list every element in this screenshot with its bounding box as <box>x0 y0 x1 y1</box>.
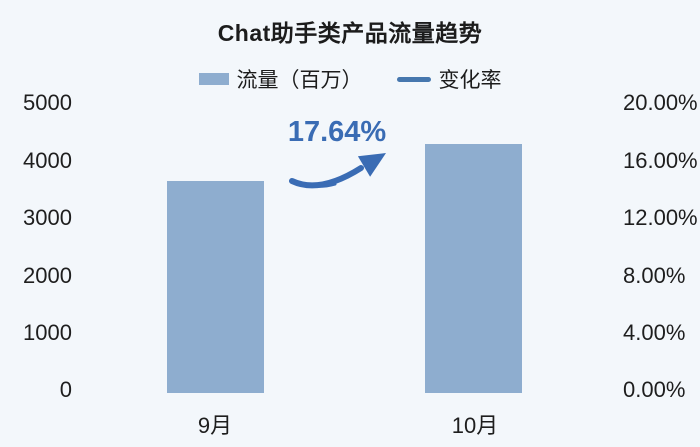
y-left-tick: 1000 <box>23 320 72 345</box>
y-right-tick: 4.00% <box>623 320 686 345</box>
y-right-tick: 12.00% <box>623 205 698 230</box>
y-right-tick: 8.00% <box>623 263 686 288</box>
bar-september <box>167 181 264 393</box>
y-left-tick: 2000 <box>23 263 72 288</box>
legend-item-change-rate: 变化率 <box>396 64 502 94</box>
y-left-tick: 5000 <box>23 90 72 115</box>
up-trend-arrow-icon <box>289 153 386 189</box>
y-left-tick: 3000 <box>23 205 72 230</box>
chart-legend: 流量（百万） 变化率 <box>0 64 700 94</box>
line-swatch-icon <box>396 76 431 82</box>
x-label-september: 9月 <box>197 413 233 438</box>
legend-label-traffic: 流量（百万） <box>236 69 363 92</box>
growth-rate-annotation: 17.64% <box>287 116 387 148</box>
y-right-tick: 20.00% <box>623 90 698 115</box>
bar-october <box>425 143 522 393</box>
y-left-tick: 4000 <box>23 148 72 173</box>
x-label-october: 10月 <box>451 413 499 438</box>
legend-label-change-rate: 变化率 <box>438 69 502 92</box>
y-right-tick: 0.00% <box>623 377 686 402</box>
legend-item-traffic: 流量（百万） <box>198 64 363 94</box>
chart-title: Chat助手类产品流量趋势 <box>217 20 483 46</box>
y-left-tick: 0 <box>59 377 72 402</box>
y-right-tick: 16.00% <box>623 148 698 173</box>
bar-swatch-icon <box>198 73 229 85</box>
